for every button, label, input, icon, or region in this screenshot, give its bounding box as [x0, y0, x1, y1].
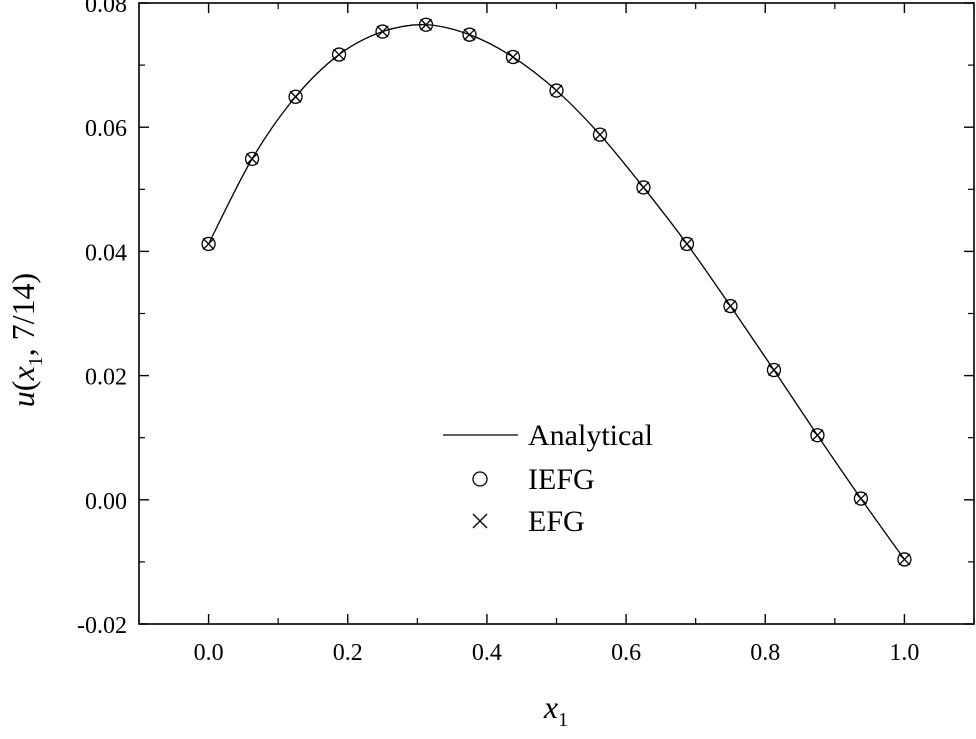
- efg-point-stroke: [637, 181, 650, 194]
- legend-label: Analytical: [528, 419, 653, 452]
- efg-point-stroke: [767, 364, 780, 376]
- legend-efg-swatch: [472, 513, 488, 529]
- iefg-point: [679, 236, 695, 252]
- x-tick-label: 0.0: [194, 640, 224, 666]
- iefg-point: [810, 428, 825, 443]
- iefg-point: [505, 49, 521, 65]
- y-tick-label: 0.04: [85, 240, 127, 266]
- efg-point-stroke: [289, 90, 302, 103]
- iefg-point: [288, 89, 303, 104]
- efg-point-stroke: [681, 237, 693, 250]
- efg-point-stroke: [420, 18, 432, 31]
- x-tick-label: 0.6: [611, 640, 641, 666]
- efg-point: [811, 429, 824, 442]
- efg-point-stroke: [898, 553, 911, 566]
- efg-point: [767, 364, 780, 376]
- iefg-point: [592, 127, 608, 142]
- efg-point: [724, 300, 737, 313]
- y-axis-label-main: u: [5, 391, 41, 407]
- x-tick-label: 0.8: [750, 640, 780, 666]
- y-tick-label: 0.08: [85, 0, 127, 18]
- iefg-point: [375, 24, 390, 39]
- efg-point: [637, 181, 650, 194]
- efg-point-stroke: [507, 51, 519, 63]
- efg-point: [681, 237, 693, 250]
- efg-point: [463, 28, 476, 41]
- efg-point: [594, 128, 606, 141]
- efg-point-stroke: [246, 152, 259, 165]
- efg-point-stroke: [333, 48, 346, 61]
- y-axis-label: u(x1, 7/14): [5, 273, 47, 407]
- efg-point-stroke: [811, 429, 824, 442]
- series-layer: [201, 17, 912, 567]
- y-axis-label-var: x: [5, 366, 41, 381]
- efg-point-stroke: [376, 25, 389, 38]
- x-axis-label-main: x: [543, 689, 558, 725]
- iefg-point: [897, 552, 912, 567]
- x-tick-label: 0.4: [472, 640, 502, 666]
- efg-point-stroke: [594, 128, 606, 141]
- efg-point: [333, 48, 346, 61]
- efg-point: [376, 25, 389, 38]
- y-tick-label: 0.02: [85, 365, 127, 391]
- legend: Analytical IEFG EFG: [443, 419, 653, 538]
- iefg-point: [201, 236, 216, 252]
- x-axis-label-sub: 1: [558, 709, 568, 731]
- iefg-point: [418, 17, 434, 32]
- efg-point-stroke: [463, 28, 476, 41]
- y-tick-label: 0.00: [85, 489, 127, 515]
- iefg-point: [462, 27, 477, 42]
- efg-point: [550, 84, 563, 97]
- legend-label: IEFG: [528, 463, 595, 496]
- iefg-point: [853, 491, 869, 506]
- efg-point: [202, 237, 215, 250]
- efg-point: [898, 553, 911, 566]
- y-axis-label-open: (: [5, 381, 41, 392]
- iefg-point: [331, 47, 347, 62]
- iefg-point: [766, 362, 782, 378]
- efg-point: [246, 152, 259, 165]
- efg-point: [289, 90, 302, 103]
- legend-iefg-swatch: [472, 471, 488, 487]
- y-tick-label: -0.02: [77, 613, 127, 639]
- efg-point: [854, 492, 867, 505]
- efg-point-stroke: [724, 300, 737, 313]
- efg-point-stroke: [854, 492, 867, 505]
- efg-point: [507, 51, 519, 63]
- iefg-point: [244, 151, 260, 167]
- efg-point: [420, 18, 432, 31]
- y-axis-ticks: -0.02 0.00 0.02 0.04 0.06 0.08: [77, 0, 974, 639]
- x-tick-label: 1.0: [889, 640, 919, 666]
- y-axis-label-rest: , 7/14): [5, 273, 41, 357]
- iefg-point: [549, 83, 564, 98]
- iefg-point: [723, 298, 738, 314]
- x-axis-label: x1: [543, 689, 568, 731]
- y-axis-label-sub: 1: [25, 356, 47, 366]
- legend-label: EFG: [528, 505, 585, 538]
- iefg-point: [636, 180, 651, 195]
- y-tick-label: 0.06: [85, 116, 127, 142]
- efg-point-stroke: [202, 237, 215, 250]
- efg-point-stroke: [550, 84, 563, 97]
- x-axis-ticks: 0.0 0.2 0.4 0.6 0.8 1.0: [138, 3, 975, 666]
- x-tick-label: 0.2: [333, 640, 363, 666]
- legend-efg-swatch-stroke: [472, 513, 488, 529]
